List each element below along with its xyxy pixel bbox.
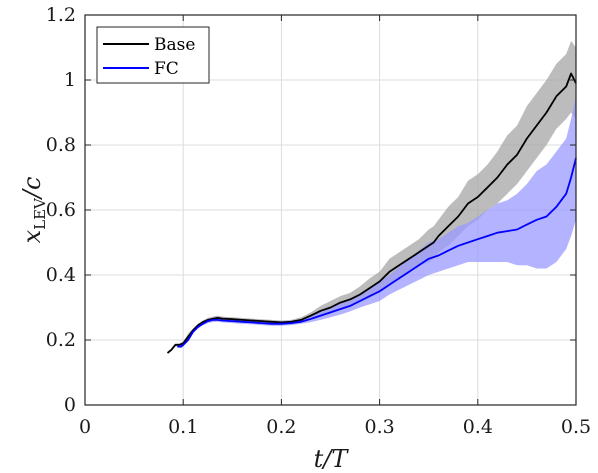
y-axis-label-main: x bbox=[18, 229, 46, 243]
y-tick-label: 0.8 bbox=[46, 134, 76, 156]
legend-box bbox=[96, 26, 210, 84]
y-tick-label: 0.2 bbox=[46, 329, 76, 351]
legend: Base FC bbox=[96, 26, 210, 84]
x-tick-label: 0.5 bbox=[561, 416, 591, 438]
series-lines bbox=[166, 72, 577, 354]
x-tick-label: 0 bbox=[79, 416, 91, 438]
x-tick-label: 0.3 bbox=[364, 416, 394, 438]
y-tick-label: 1.2 bbox=[46, 4, 76, 26]
axis-tick-labels: 0 0.1 0.2 0.3 0.4 0.5 0 0.2 0.4 0.6 0.8 1 1.2 bbox=[46, 4, 591, 438]
x-axis-label: t/T bbox=[314, 445, 350, 473]
legend-label-fc: FC bbox=[154, 59, 179, 79]
y-axis-label-tail: /c bbox=[18, 177, 46, 201]
x-tick-label: 0.1 bbox=[168, 416, 198, 438]
y-axis-label-subscript: LEV bbox=[31, 197, 49, 230]
y-tick-label: 0.4 bbox=[46, 264, 76, 286]
y-tick-label: 0.6 bbox=[46, 199, 76, 221]
x-tick-label: 0.4 bbox=[463, 416, 493, 438]
y-tick-label: 1 bbox=[64, 69, 76, 91]
series-line-fc bbox=[177, 157, 577, 348]
band-fc bbox=[177, 96, 577, 349]
y-tick-label: 0 bbox=[64, 394, 76, 416]
x-tick-label: 0.2 bbox=[266, 416, 296, 438]
axis-ticks bbox=[84, 14, 577, 406]
series-line-base bbox=[166, 72, 577, 354]
legend-label-base: Base bbox=[154, 35, 195, 55]
y-axis-label: xLEV/c bbox=[18, 177, 49, 244]
